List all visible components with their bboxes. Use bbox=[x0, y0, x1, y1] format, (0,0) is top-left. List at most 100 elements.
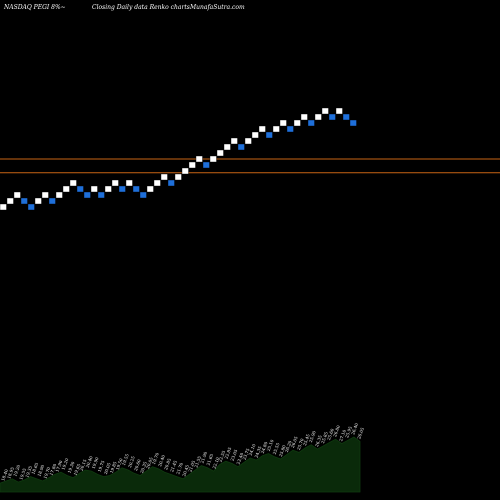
brick-up bbox=[272, 125, 280, 133]
price-label: 18.65 bbox=[30, 462, 39, 475]
brick-up bbox=[335, 107, 343, 115]
brick-up bbox=[41, 191, 49, 199]
brick-up bbox=[195, 155, 203, 163]
brick-down bbox=[286, 125, 294, 133]
price-label: 21.05 bbox=[187, 459, 196, 472]
price-label: 23.75 bbox=[242, 447, 251, 460]
price-label: 20.35 bbox=[139, 461, 148, 474]
price-label: 19.20 bbox=[12, 464, 21, 477]
price-label: 19.75 bbox=[97, 459, 106, 472]
support-lines bbox=[0, 158, 500, 174]
brick-up bbox=[90, 185, 98, 193]
price-labels: 18.4018.9519.2019.5519.3518.6518.9019.70… bbox=[0, 422, 365, 481]
volume-shape bbox=[0, 436, 361, 493]
header-chart-type: Closing Daily data Renko charts bbox=[92, 4, 190, 11]
brick-up bbox=[69, 179, 77, 187]
price-label: 19.30 bbox=[67, 461, 76, 474]
brick-up bbox=[153, 179, 161, 187]
brick-down bbox=[20, 197, 28, 205]
price-label: 25.85 bbox=[320, 431, 329, 444]
brick-up bbox=[251, 131, 259, 139]
brick-up bbox=[223, 143, 231, 151]
price-label: 25.10 bbox=[266, 439, 275, 452]
price-label: 21.65 bbox=[205, 453, 214, 466]
price-label: 19.70 bbox=[42, 466, 51, 479]
price-label: 17.90 bbox=[55, 459, 64, 472]
brick-up bbox=[209, 155, 217, 163]
brick-down bbox=[83, 191, 91, 199]
price-label: 22.55 bbox=[217, 450, 226, 463]
price-label: 26.05 bbox=[356, 426, 365, 439]
price-label: 20.05 bbox=[145, 456, 154, 469]
price-label: 24.10 bbox=[248, 443, 257, 456]
price-label: 18.90 bbox=[36, 464, 45, 477]
price-label: 23.05 bbox=[230, 448, 239, 461]
price-label: 20.60 bbox=[133, 458, 142, 471]
brick-up bbox=[293, 119, 301, 127]
brick-up bbox=[55, 191, 63, 199]
brick-up bbox=[111, 179, 119, 187]
price-label: 24.80 bbox=[260, 441, 269, 454]
price-label: 18.95 bbox=[6, 466, 15, 479]
volume-area bbox=[0, 436, 361, 493]
brick-up bbox=[6, 197, 14, 205]
brick-up bbox=[160, 173, 168, 181]
price-label: 19.50 bbox=[115, 457, 124, 470]
price-label: 22.10 bbox=[211, 456, 220, 469]
price-label: 23.40 bbox=[236, 452, 245, 465]
brick-down bbox=[132, 185, 140, 193]
price-label: 25.60 bbox=[326, 428, 335, 441]
price-label: 18.40 bbox=[0, 468, 9, 481]
price-label: 19.55 bbox=[18, 467, 27, 480]
price-label: 20.05 bbox=[103, 462, 112, 475]
brick-down bbox=[237, 143, 245, 151]
price-label: 19.85 bbox=[109, 461, 118, 474]
price-label: 25.45 bbox=[302, 433, 311, 446]
brick-down bbox=[139, 191, 147, 199]
price-label: 26.40 bbox=[350, 422, 359, 435]
brick-up bbox=[230, 137, 238, 145]
brick-up bbox=[0, 203, 7, 211]
price-label: 19.65 bbox=[73, 463, 82, 476]
price-label: 25.80 bbox=[278, 444, 287, 457]
header-site: MunafaSutra.com bbox=[189, 4, 245, 11]
brick-up bbox=[321, 107, 329, 115]
brick-up bbox=[244, 137, 252, 145]
price-label: 19.70 bbox=[151, 452, 160, 465]
price-label: 20.15 bbox=[79, 458, 88, 471]
price-label: 20.25 bbox=[127, 455, 136, 468]
price-label: 26.35 bbox=[314, 434, 323, 447]
price-label: 22.85 bbox=[224, 446, 233, 459]
brick-up bbox=[188, 161, 196, 169]
brick-up bbox=[62, 185, 70, 193]
brick-up bbox=[34, 197, 42, 205]
brick-down bbox=[76, 185, 84, 193]
price-label: 21.45 bbox=[169, 459, 178, 472]
price-label: 19.20 bbox=[61, 457, 70, 470]
brick-down bbox=[265, 131, 273, 139]
price-label: 19.35 bbox=[24, 465, 33, 478]
brick-down bbox=[349, 119, 357, 127]
brick-down bbox=[307, 119, 315, 127]
brick-up bbox=[104, 185, 112, 193]
price-label: 25.55 bbox=[272, 442, 281, 455]
brick-down bbox=[202, 161, 210, 169]
brick-up bbox=[13, 191, 21, 199]
brick-up bbox=[146, 185, 154, 193]
price-label: 26.80 bbox=[332, 424, 341, 437]
price-label: 25.95 bbox=[344, 425, 353, 438]
header-exchange-symbol: NASDAQ PEGI 8%~ bbox=[3, 4, 66, 11]
brick-down bbox=[27, 203, 35, 211]
price-label: 21.90 bbox=[199, 451, 208, 464]
price-label: 17.80 bbox=[49, 463, 58, 476]
brick-up bbox=[216, 149, 224, 157]
price-label: 20.85 bbox=[163, 457, 172, 470]
price-label: 20.40 bbox=[157, 454, 166, 467]
price-label: 25.90 bbox=[308, 430, 317, 443]
brick-up bbox=[174, 173, 182, 181]
brick-down bbox=[328, 113, 336, 121]
price-label: 24.35 bbox=[254, 445, 263, 458]
brick-up bbox=[314, 113, 322, 121]
renko-bricks bbox=[0, 107, 357, 211]
